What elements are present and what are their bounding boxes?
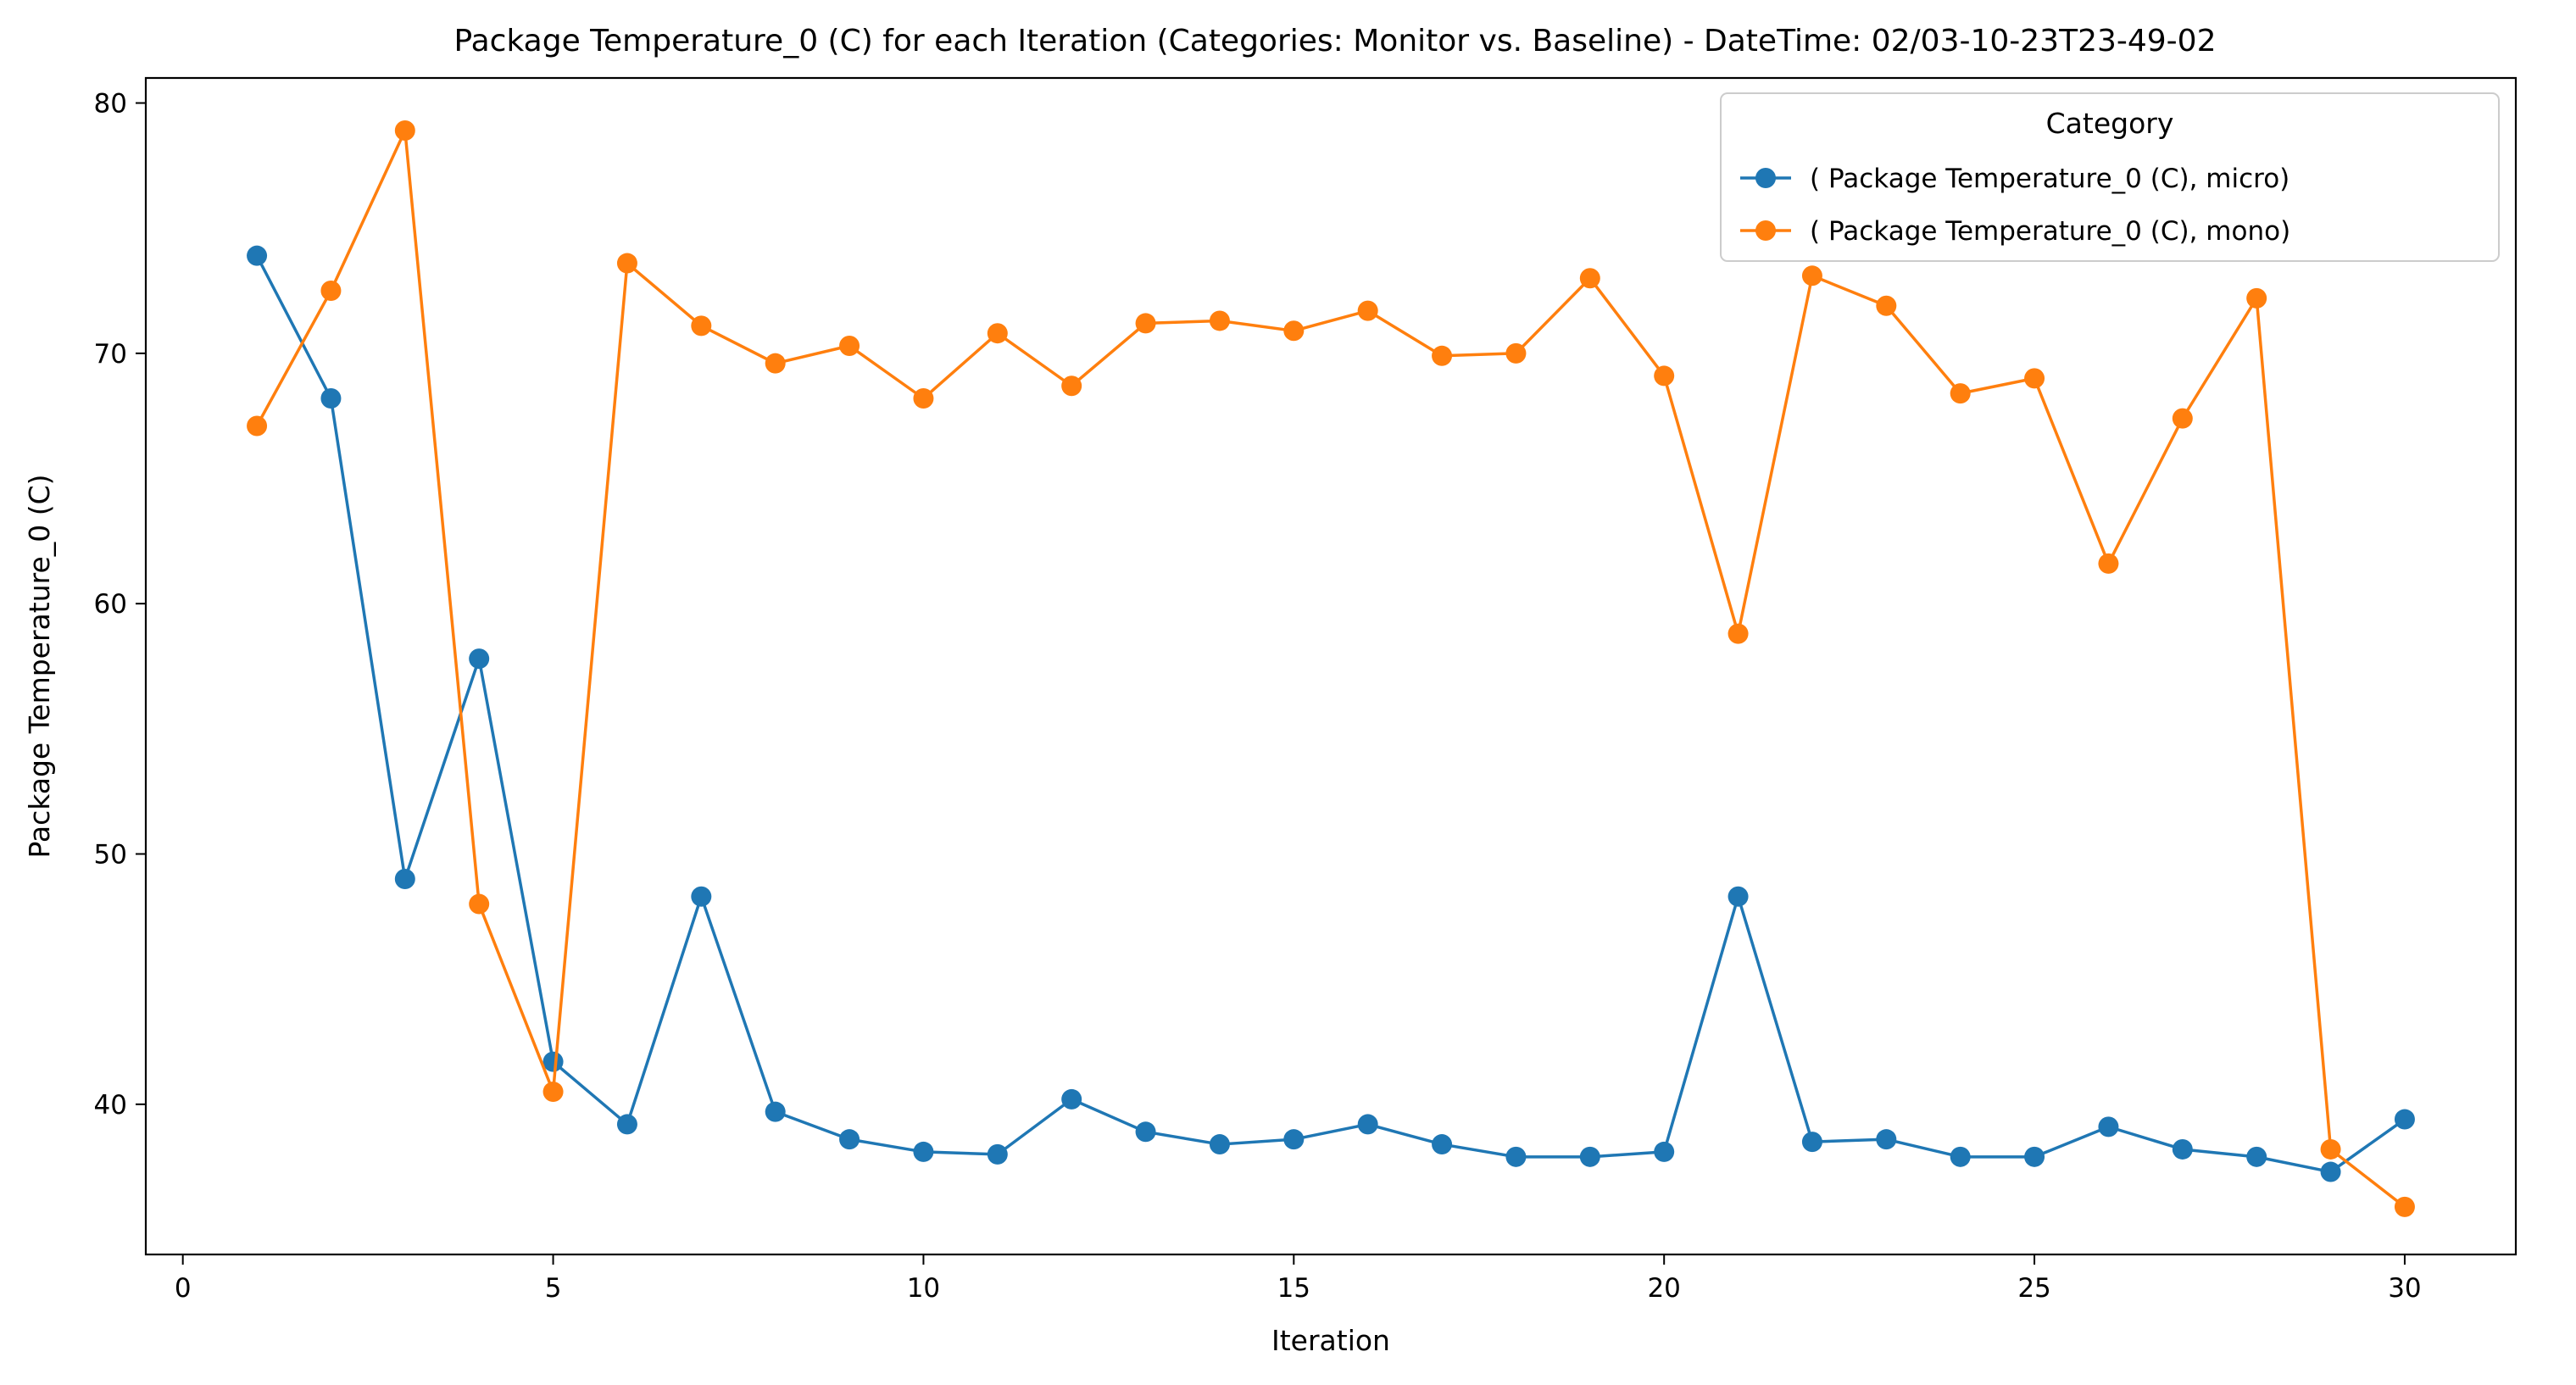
data-point [1654, 1141, 1675, 1162]
data-point [1728, 886, 1749, 907]
data-point [1728, 623, 1749, 644]
data-point [247, 415, 268, 437]
data-point [1801, 265, 1822, 286]
data-point [1505, 1146, 1527, 1167]
data-point [691, 315, 712, 337]
y-axis: 40 50 60 70 80 [94, 89, 146, 1121]
y-tick-label: 60 [94, 589, 127, 620]
data-point [247, 245, 268, 266]
data-point [2024, 1146, 2045, 1167]
data-point [394, 869, 415, 890]
data-point [320, 388, 342, 409]
y-axis-label: Package Temperature_0 (C) [23, 474, 56, 858]
legend-box [1720, 92, 2500, 262]
chart-title: Package Temperature_0 (C) for each Itera… [454, 24, 2217, 58]
data-point [1876, 1129, 1897, 1150]
legend-entries: ( Package Temperature_0 (C), micro) ( Pac… [1740, 164, 2290, 247]
data-point [1357, 1114, 1378, 1135]
data-point [1432, 1134, 1453, 1155]
plot-area [144, 76, 2518, 1256]
series-1 [247, 245, 2415, 1182]
data-point [2394, 1196, 2415, 1217]
data-point [839, 1129, 860, 1150]
data-point [2246, 1146, 2267, 1167]
data-point [469, 893, 490, 915]
data-point [2172, 1138, 2193, 1160]
x-tick-label: 5 [545, 1273, 562, 1304]
data-point [616, 1114, 637, 1135]
data-point [1579, 268, 1600, 289]
data-point [691, 886, 712, 907]
data-point [2172, 408, 2193, 429]
x-axis: 0 5 10 15 20 25 30 [175, 1254, 2422, 1304]
series-line [255, 129, 2406, 1209]
data-point [320, 281, 342, 302]
data-point [765, 1101, 786, 1122]
data-point [2320, 1161, 2341, 1182]
data-point [765, 353, 786, 374]
legend-marker [1755, 220, 1776, 241]
data-point [542, 1082, 564, 1103]
data-point [469, 648, 490, 670]
data-point [1283, 320, 1305, 342]
y-tick-label: 70 [94, 339, 127, 370]
series-2 [247, 120, 2415, 1217]
x-axis-label: Iteration [1271, 1324, 1390, 1357]
data-point [2098, 553, 2119, 574]
plot-frame [144, 76, 2518, 1256]
data-point [2246, 287, 2267, 309]
legend-entry-label: ( Package Temperature_0 (C), mono) [1810, 216, 2290, 247]
data-point [1505, 342, 1527, 364]
data-point [987, 1143, 1008, 1165]
data-point [1135, 313, 1156, 334]
data-point [1579, 1146, 1600, 1167]
x-tick-label: 25 [2017, 1273, 2050, 1304]
data-point [1876, 295, 1897, 316]
data-point [1135, 1121, 1156, 1143]
data-point [2024, 368, 2045, 389]
data-point [1283, 1129, 1305, 1150]
data-point [913, 388, 934, 409]
y-tick-label: 50 [94, 839, 127, 870]
data-point [913, 1141, 934, 1162]
data-point [2098, 1116, 2119, 1137]
data-point [1061, 375, 1082, 397]
x-tick-label: 10 [907, 1273, 940, 1304]
y-tick-label: 80 [94, 89, 127, 120]
x-tick-label: 20 [1647, 1273, 1680, 1304]
data-point [542, 1051, 564, 1072]
data-point [616, 253, 637, 274]
data-point [1061, 1088, 1082, 1110]
data-point [2320, 1138, 2341, 1160]
y-tick-label: 40 [94, 1090, 127, 1121]
legend-title: Category [2046, 107, 2174, 140]
data-point [1357, 300, 1378, 321]
data-point [987, 323, 1008, 344]
legend: Category ( Package Temperature_0 (C), mi… [1720, 92, 2500, 262]
data-point [1950, 383, 1971, 404]
data-point [1432, 345, 1453, 366]
legend-entry-label: ( Package Temperature_0 (C), micro) [1810, 164, 2289, 194]
data-point [1209, 310, 1230, 331]
legend-marker [1755, 168, 1776, 188]
data-point [2394, 1109, 2415, 1130]
data-point [1209, 1134, 1230, 1155]
data-point [394, 120, 415, 142]
x-tick-label: 15 [1277, 1273, 1310, 1304]
x-tick-label: 30 [2388, 1273, 2421, 1304]
series-line [255, 254, 2406, 1174]
data-point [1950, 1146, 1971, 1167]
data-point [1801, 1132, 1822, 1153]
x-tick-label: 0 [175, 1273, 192, 1304]
data-point [839, 335, 860, 356]
series-layer [247, 120, 2415, 1217]
data-point [1654, 365, 1675, 387]
